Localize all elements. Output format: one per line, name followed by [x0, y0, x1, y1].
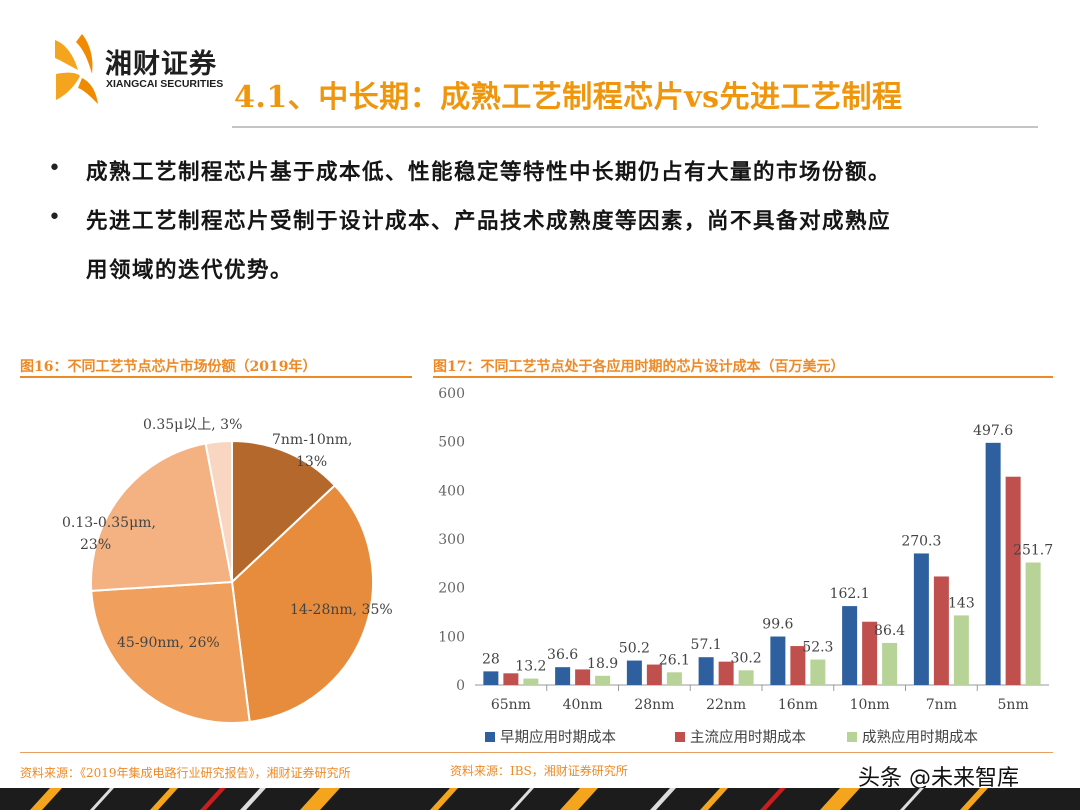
bullet-1-line-1: 成熟工艺制程芯片基于成本低、性能稳定等特性中长期仍占有大量的市场份额。: [86, 160, 892, 185]
figure-16-caption-rule: [20, 376, 412, 378]
footer-stripe-band: [0, 788, 1080, 810]
pie-slice: [231, 439, 337, 585]
legend-swatch: [485, 732, 495, 742]
figure-17-source: 资料来源：IBS，湘财证券研究所: [450, 764, 628, 778]
x-tick-label: 5nm: [998, 697, 1029, 713]
title-divider: [232, 126, 1038, 128]
bar-mature: [666, 672, 682, 685]
bar-data-label: 30.2: [731, 650, 762, 666]
y-tick-label: 400: [438, 483, 465, 499]
bar-mainstream: [1005, 476, 1021, 685]
bar-data-label: 28: [482, 651, 500, 667]
pie-slice-label: 0.35μ以上, 3%: [143, 417, 242, 433]
bar-early: [626, 660, 642, 685]
brand-name-english: XIANGCAI SECURITIES: [106, 78, 224, 90]
bar-mature: [523, 678, 539, 685]
bar-mature: [1025, 562, 1041, 685]
bar-mature: [810, 659, 826, 685]
x-tick-label: 28nm: [634, 697, 674, 713]
bar-data-label: 18.9: [587, 656, 618, 672]
x-tick-label: 7nm: [926, 697, 957, 713]
source-divider: [20, 752, 1053, 753]
bar-data-label: 26.1: [659, 652, 690, 668]
bar-early: [913, 553, 929, 685]
legend-swatch: [847, 732, 857, 742]
pie-slice-label: 0.13-0.35μm,: [62, 515, 156, 531]
bar-early: [770, 636, 786, 685]
y-tick-label: 300: [438, 532, 465, 548]
x-tick-label: 65nm: [491, 697, 531, 713]
bar-early: [698, 657, 714, 685]
y-tick-label: 100: [438, 629, 465, 645]
brand-name: 湘财证券: [105, 49, 217, 80]
y-tick-label: 200: [438, 581, 465, 597]
bar-data-label: 57.1: [691, 637, 722, 653]
bar-mainstream: [575, 669, 591, 685]
x-tick-label: 16nm: [778, 697, 818, 713]
pie-slice-label: 14-28nm, 35%: [290, 602, 393, 618]
bar-data-label: 36.6: [547, 647, 578, 663]
bar-mainstream: [862, 621, 878, 685]
bar-early: [985, 442, 1001, 685]
bar-mainstream: [933, 576, 949, 685]
bar-mature: [882, 642, 898, 685]
pie-slice-label: 13%: [296, 454, 327, 470]
legend-swatch: [675, 732, 685, 742]
watermark-text: 头条 @未来智库: [858, 766, 1019, 791]
bullet-2-line-1: 先进工艺制程芯片受制于设计成本、产品技术成熟度等因素，尚不具备对成熟应: [86, 209, 892, 234]
bar-mainstream: [718, 661, 734, 685]
bar-data-label: 497.6: [973, 423, 1013, 439]
bar-data-label: 13.2: [515, 659, 546, 675]
bar-mainstream: [646, 664, 662, 685]
figure-17-caption-rule: [433, 376, 1053, 378]
x-tick-label: 40nm: [563, 697, 603, 713]
bar-mature: [595, 675, 611, 685]
company-logo: [55, 34, 98, 104]
bar-data-label: 50.2: [619, 641, 650, 657]
bar-data-label: 251.7: [1013, 543, 1053, 559]
legend-label: 成熟应用时期成本: [862, 728, 978, 746]
bullet-marker: •: [48, 205, 61, 230]
legend-label: 主流应用时期成本: [690, 728, 806, 746]
figure-16-caption: 图16：不同工艺节点芯片市场份额（2019年）: [20, 359, 317, 375]
pie-slice: [230, 484, 374, 724]
bar-data-label: 143: [948, 595, 975, 611]
bar-early: [842, 606, 858, 685]
bar-mature: [738, 670, 754, 685]
bar-data-label: 86.4: [874, 623, 905, 639]
bar-mainstream: [503, 673, 519, 685]
legend-label: 早期应用时期成本: [500, 728, 616, 746]
bar-chart: 0 100 200 300 400 500 600 28 13.2 65nm 36.6 18.9 40n…: [438, 386, 1053, 746]
bar-data-label: 99.6: [762, 617, 793, 633]
page-title: 4.1、中长期：成熟工艺制程芯片vs先进工艺制程: [234, 80, 903, 115]
pie-slice: [90, 442, 234, 592]
pie-slice: [204, 439, 233, 583]
y-tick-label: 500: [438, 435, 465, 451]
pie-slice-label: 23%: [80, 537, 111, 553]
pie-slice-label: 7nm-10nm,: [272, 432, 353, 448]
pie-slice: [90, 580, 251, 724]
bar-early: [555, 667, 571, 685]
x-tick-label: 10nm: [850, 697, 890, 713]
figure-17-caption: 图17：不同工艺节点处于各应用时期的芯片设计成本（百万美元）: [433, 359, 845, 375]
y-tick-label: 600: [438, 386, 465, 402]
bullet-marker: •: [48, 156, 61, 181]
bar-early: [483, 671, 499, 685]
y-tick-label: 0: [456, 678, 465, 694]
bar-data-label: 270.3: [901, 533, 941, 549]
pie-chart: 7nm-10nm, 13% 14-28nm, 35% 45-90nm, 26% 0.13…: [62, 417, 393, 724]
pie-slice-label: 45-90nm, 26%: [117, 635, 220, 651]
x-tick-label: 22nm: [706, 697, 746, 713]
bar-mainstream: [790, 646, 806, 685]
bar-data-label: 52.3: [802, 640, 833, 656]
bar-data-label: 162.1: [830, 586, 870, 602]
bar-mature: [953, 615, 969, 685]
bullet-2-line-2: 用领域的迭代优势。: [86, 258, 294, 283]
figure-16-source: 资料来源：《2019年集成电路行业研究报告》，湘财证券研究所: [20, 766, 351, 780]
